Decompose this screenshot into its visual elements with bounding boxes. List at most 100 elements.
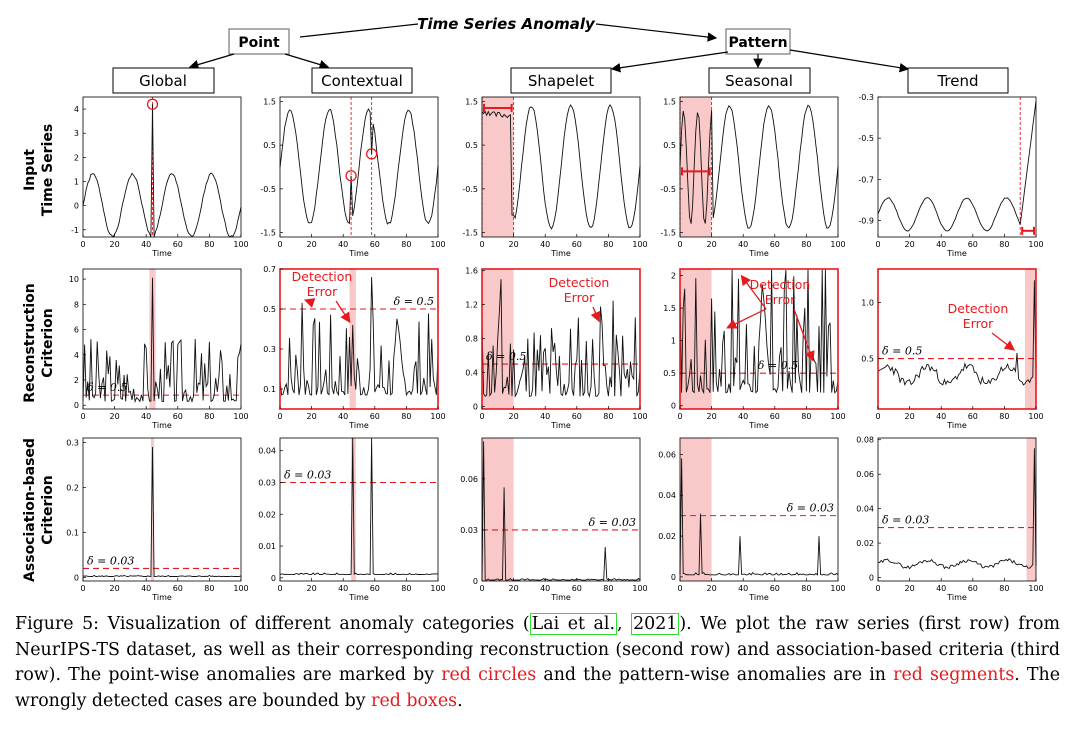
caption-red-segments: red segments <box>893 665 1015 686</box>
x-tick-label: 40 <box>738 584 748 593</box>
x-tick-label: 0 <box>677 240 682 249</box>
y-tick-label: 0.06 <box>856 470 874 479</box>
x-axis-label: Time <box>748 421 769 430</box>
x-tick-label: 0 <box>277 412 282 421</box>
x-tick-label: 40 <box>338 240 348 249</box>
x-tick-label: 100 <box>632 584 647 593</box>
y-tick-label: 0.5 <box>465 141 478 150</box>
x-tick-label: 20 <box>110 412 120 421</box>
x-tick-label: 0 <box>479 412 484 421</box>
series-line <box>877 101 1037 232</box>
x-tick-label: 80 <box>204 240 214 249</box>
anomaly-circle <box>365 148 378 160</box>
series-line <box>82 277 242 404</box>
detection-error-label: Error <box>765 292 796 307</box>
x-tick-label: 100 <box>632 412 647 421</box>
x-axis-label: Time <box>151 249 172 258</box>
x-tick-label: 20 <box>707 584 717 593</box>
x-tick-label: 40 <box>141 240 151 249</box>
x-tick-label: 100 <box>233 584 248 593</box>
x-tick-label: 40 <box>540 584 550 593</box>
x-axis-label: Time <box>946 421 967 430</box>
y-tick-label: -0.5 <box>858 134 874 143</box>
point-to-contextual-edge <box>284 53 330 70</box>
threshold-label: δ = 0.5 <box>758 359 798 372</box>
error-arrow <box>335 300 351 324</box>
series-line <box>877 448 1037 570</box>
x-tick-label: 60 <box>770 584 780 593</box>
row-label-assoc-line1: Association-based <box>22 438 38 582</box>
y-tick-label: 8 <box>74 300 79 309</box>
y-tick-label: 1 <box>671 337 676 346</box>
citation-link-author[interactable]: Lai et al. <box>529 613 617 635</box>
series-line <box>679 458 839 576</box>
y-tick-label: 0.5 <box>263 305 276 314</box>
y-tick-label: -0.5 <box>660 185 676 194</box>
detection-error-label: Detection <box>292 269 353 284</box>
x-axis-label: Time <box>550 421 571 430</box>
x-tick-label: 60 <box>173 584 183 593</box>
x-tick-label: 80 <box>999 412 1009 421</box>
y-tick-label: 0 <box>869 574 874 583</box>
chart-input-trend: 0 20 40 60 80 100 Time -0.9 -0.7 -0.5 -0.3 <box>858 93 1043 258</box>
series-line <box>481 279 641 399</box>
y-tick-label: -1.5 <box>260 229 276 238</box>
threshold-label: δ = 0.03 <box>87 554 134 567</box>
figure-panel: Time Series Anomaly Point Pattern Global… <box>22 15 1044 602</box>
threshold-label: δ = 0.5 <box>87 381 127 394</box>
y-tick-label: 0.3 <box>66 438 79 447</box>
error-box <box>679 268 839 410</box>
anomaly-shade <box>149 269 156 409</box>
x-tick-label: 60 <box>173 240 183 249</box>
x-tick-label: 40 <box>540 412 550 421</box>
chart-assoc-global: 0 20 40 60 80 100 Time 0 0.1 0.2 0.3 δ = 0.03 <box>66 437 249 602</box>
x-tick-label: 60 <box>968 240 978 249</box>
series-line <box>679 104 839 229</box>
x-tick-label: 40 <box>338 584 348 593</box>
y-tick-label: 0.5 <box>263 141 276 150</box>
figure-caption: Figure 5: Visualization of different ano… <box>15 612 1060 714</box>
x-tick-label: 40 <box>738 240 748 249</box>
point-node <box>228 28 290 55</box>
y-tick-label: 0.4 <box>465 369 478 378</box>
x-tick-label: 100 <box>430 240 445 249</box>
anomaly-shade <box>1024 269 1036 409</box>
column-header-trend: Trend <box>936 72 978 90</box>
y-tick-label: 10 <box>69 275 79 284</box>
y-tick-label: 0 <box>473 577 478 586</box>
plot-frame <box>82 268 242 410</box>
x-tick-label: 60 <box>968 584 978 593</box>
x-tick-label: 100 <box>830 240 845 249</box>
y-tick-label: -1.5 <box>462 229 478 238</box>
series-line <box>279 437 439 576</box>
chart-recon-shapelet: 0 20 40 60 80 100 Time 0 0.4 0.8 1.2 1.6 δ = 0.5 Dete… <box>465 267 647 430</box>
x-tick-label: 60 <box>572 584 582 593</box>
plot-frame <box>481 437 641 582</box>
x-tick-label: 0 <box>875 584 880 593</box>
x-tick-label: 0 <box>677 412 682 421</box>
series-line <box>481 441 641 581</box>
y-tick-label: 0.06 <box>658 450 676 459</box>
x-tick-label: 20 <box>509 240 519 249</box>
x-tick-label: 80 <box>603 240 613 249</box>
series-line <box>279 276 439 397</box>
y-tick-label: 0.03 <box>460 526 478 535</box>
error-box <box>481 268 641 410</box>
threshold-label: δ = 0.5 <box>394 295 434 308</box>
citation-link-year[interactable]: 2021 <box>631 613 680 635</box>
x-tick-label: 100 <box>830 584 845 593</box>
y-tick-label: 1.5 <box>465 97 478 106</box>
x-tick-label: 0 <box>875 240 880 249</box>
x-tick-label: 20 <box>307 412 317 421</box>
y-tick-label: -1 <box>71 226 79 235</box>
y-tick-label: 0.7 <box>263 265 276 274</box>
plot-frame <box>877 437 1037 582</box>
y-tick-label: 1.6 <box>465 267 478 276</box>
x-tick-label: 20 <box>707 412 717 421</box>
row-label-recon-line1: Reconstruction <box>22 283 38 402</box>
plot-frame <box>82 437 242 582</box>
x-tick-label: 0 <box>80 412 85 421</box>
plot-frame <box>279 437 439 582</box>
error-arrow <box>991 332 1016 351</box>
